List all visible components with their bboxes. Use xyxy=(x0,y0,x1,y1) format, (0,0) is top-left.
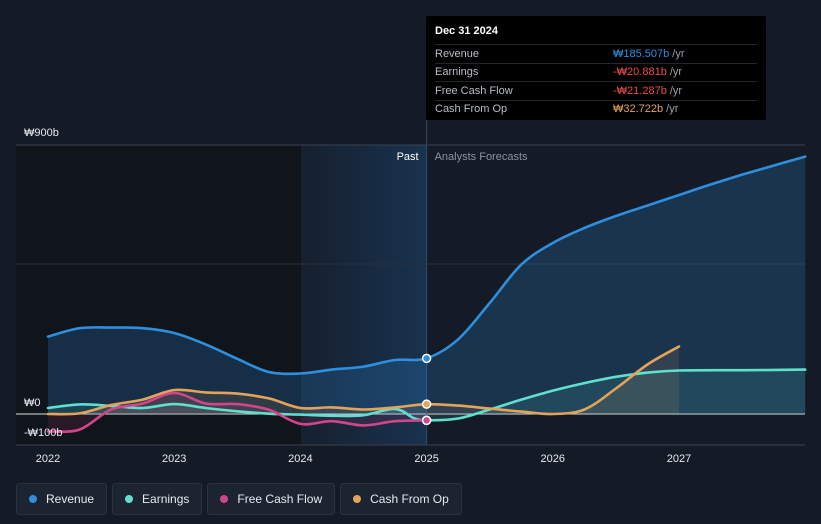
legend-dot-icon xyxy=(125,495,134,503)
legend-dot-icon xyxy=(29,495,37,503)
marker-free-cash-flow xyxy=(421,415,432,426)
y-label--100b: -₩100b xyxy=(24,427,63,439)
x-tick-2024: 2024 xyxy=(288,453,312,465)
tooltip-unit: /yr xyxy=(666,103,679,116)
x-tick-2022: 2022 xyxy=(36,453,60,465)
tooltip-unit: /yr xyxy=(672,47,685,60)
tooltip-row-cash-from-op: Cash From Op ₩32.722b/yr xyxy=(435,99,757,119)
x-tick-2026: 2026 xyxy=(541,453,565,465)
legend-dot-icon xyxy=(353,495,362,503)
legend-item-earnings[interactable]: Earnings xyxy=(112,483,203,515)
tooltip-value: ₩32.722b xyxy=(613,103,664,116)
forecast-label: Analysts Forecasts xyxy=(435,151,528,163)
tooltip-value: ₩185.507b xyxy=(613,47,670,60)
tooltip: Dec 31 2024 Revenue ₩185.507b/yr Earnings -… xyxy=(426,16,766,120)
axis-labels: ₩900b ₩0 -₩100b 2022 2023 2024 2025 2026 2027 Pas… xyxy=(24,127,691,465)
line-earnings xyxy=(46,368,807,422)
x-tick-2027: 2027 xyxy=(667,453,691,465)
tooltip-label: Cash From Op xyxy=(435,103,508,116)
series-markers xyxy=(421,353,432,426)
marker-cash-from-op xyxy=(421,399,432,409)
legend-label: Free Cash Flow xyxy=(237,492,323,506)
tooltip-unit: /yr xyxy=(669,66,683,79)
x-tick-2023: 2023 xyxy=(162,453,186,465)
past-label: Past xyxy=(397,151,419,163)
tooltip-row-free-cash-flow: Free Cash Flow -₩21.287b/yr xyxy=(435,81,757,100)
tooltip-rows: Revenue ₩185.507b/yr Earnings -₩20.881b/yr F… xyxy=(435,44,757,118)
y-label--900b: ₩900b xyxy=(24,127,59,139)
tooltip-row-earnings: Earnings -₩20.881b/yr xyxy=(435,62,757,82)
marker-revenue xyxy=(421,353,432,364)
line-free-cash-flow xyxy=(46,391,428,434)
tooltip-label: Revenue xyxy=(435,47,480,60)
legend-label: Revenue xyxy=(46,492,95,506)
tooltip-label: Free Cash Flow xyxy=(435,84,513,97)
tooltip-value: -₩21.287b xyxy=(613,84,667,97)
legend-dot-icon xyxy=(220,495,229,503)
tooltip-value: -₩20.881b xyxy=(613,66,667,79)
area-revenue xyxy=(48,156,806,414)
highlight-band xyxy=(301,145,427,445)
legend-label: Cash From Op xyxy=(370,492,449,506)
y-label--0: ₩0 xyxy=(24,397,41,409)
tooltip-row-revenue: Revenue ₩185.507b/yr xyxy=(435,44,757,63)
x-tick-2025: 2025 xyxy=(414,453,438,465)
tooltip-date: Dec 31 2024 xyxy=(435,25,498,37)
area-cash-from-op xyxy=(48,346,679,415)
tooltip-label: Earnings xyxy=(435,66,479,79)
legend-item-revenue[interactable]: Revenue xyxy=(16,483,108,515)
legend: Revenue Earnings Free Cash Flow Cash From O… xyxy=(16,483,462,515)
legend-item-free-cash-flow[interactable]: Free Cash Flow xyxy=(207,483,336,515)
grid xyxy=(16,120,805,446)
tooltip-unit: /yr xyxy=(669,84,683,97)
line-cash-from-op xyxy=(46,345,681,416)
legend-item-cash-from-op[interactable]: Cash From Op xyxy=(340,483,462,515)
legend-label: Earnings xyxy=(142,492,190,506)
area-earnings xyxy=(48,369,806,421)
